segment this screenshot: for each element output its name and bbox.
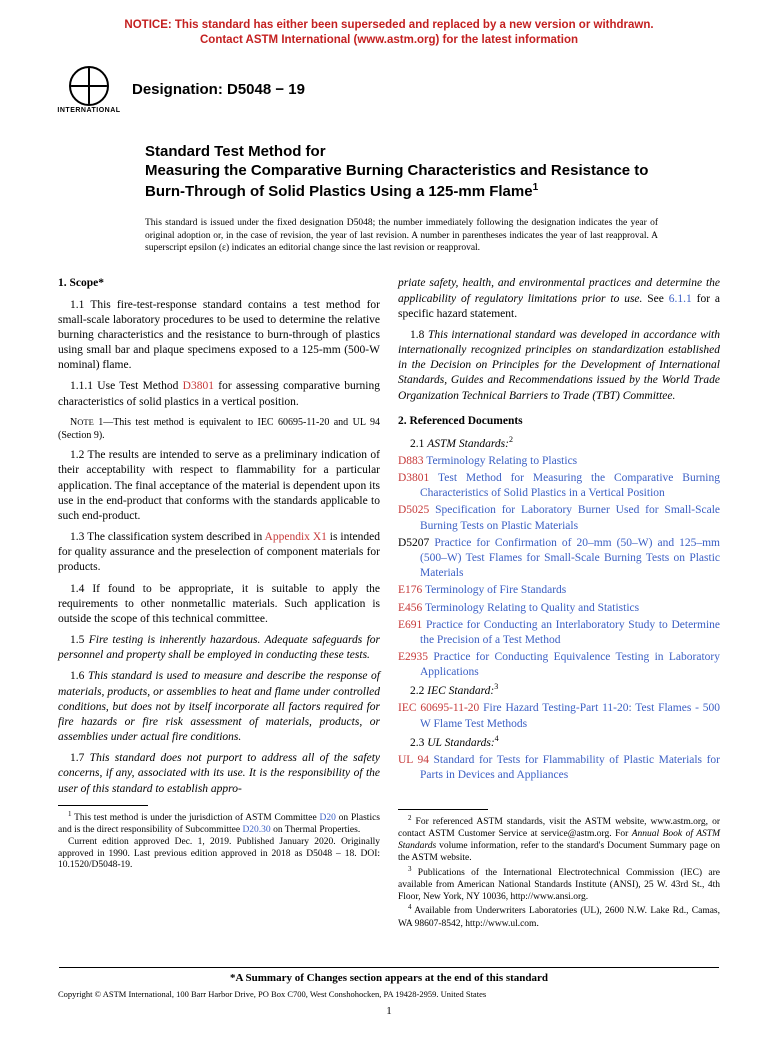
ref-e456: E456 Terminology Relating to Quality and… xyxy=(398,601,720,616)
ref-d883: D883 Terminology Relating to Plastics xyxy=(398,454,720,469)
link-6-1-1[interactable]: 6.1.1 xyxy=(669,293,692,305)
page-footer: *A Summary of Changes section appears at… xyxy=(0,967,778,1017)
two-column-body: 1. Scope* 1.1 This fire-test-response st… xyxy=(0,254,778,930)
notice-banner: NOTICE: This standard has either been su… xyxy=(0,0,778,48)
ref-d5207: D5207 Practice for Confirmation of 20–mm… xyxy=(398,536,720,582)
ref-iec: IEC 60695-11-20 Fire Hazard Testing-Part… xyxy=(398,701,720,731)
para-1-5: 1.5 Fire testing is inherently hazardous… xyxy=(58,633,380,663)
para-1-8-text: This international standard was develope… xyxy=(398,329,720,402)
astm-globe-icon xyxy=(69,66,109,106)
para-1-6-text: This standard is used to measure and des… xyxy=(58,670,380,743)
title-footnote-1: 1 xyxy=(533,182,539,193)
link-d20[interactable]: D20 xyxy=(320,813,336,823)
footnote-3: 3 Publications of the International Elec… xyxy=(398,865,720,904)
right-column: priate safety, health, and environmental… xyxy=(398,276,720,930)
link-e2935[interactable]: E2935 xyxy=(398,651,428,663)
astm-logo: INTERNATIONAL xyxy=(58,62,120,118)
para-1-6: 1.6 This standard is used to measure and… xyxy=(58,669,380,745)
ref-e2935: E2935 Practice for Conducting Equivalenc… xyxy=(398,650,720,680)
subsection-2-1: 2.1 ASTM Standards:2 xyxy=(398,435,720,452)
title-main-text: Measuring the Comparative Burning Charac… xyxy=(145,162,648,200)
para-1-5-text: Fire testing is inherently hazardous. Ad… xyxy=(58,634,380,661)
para-1-7: 1.7 This standard does not purport to ad… xyxy=(58,751,380,797)
link-d883[interactable]: D883 xyxy=(398,455,424,467)
footnote-1b: Current edition approved Dec. 1, 2019. P… xyxy=(58,837,380,873)
link-e691[interactable]: E691 xyxy=(398,619,422,631)
designation: Designation: D5048 − 19 xyxy=(132,81,305,98)
header-row: INTERNATIONAL Designation: D5048 − 19 xyxy=(0,48,778,118)
issuance-note: This standard is issued under the fixed … xyxy=(0,201,778,254)
link-iec-60695[interactable]: IEC 60695-11-20 xyxy=(398,702,479,714)
ref-e691: E691 Practice for Conducting an Interlab… xyxy=(398,618,720,648)
ref-e176: E176 Terminology of Fire Standards xyxy=(398,583,720,598)
para-1-3: 1.3 The classification system described … xyxy=(58,530,380,576)
para-1-1: 1.1 This fire-test-response standard con… xyxy=(58,298,380,374)
link-e456[interactable]: E456 xyxy=(398,602,422,614)
para-1-7-cont: priate safety, health, and environmental… xyxy=(398,276,720,322)
copyright-line: Copyright © ASTM International, 100 Barr… xyxy=(0,989,778,999)
notice-line-2: Contact ASTM International (www.astm.org… xyxy=(0,33,778,48)
para-1-1-1: 1.1.1 Use Test Method D3801 for assessin… xyxy=(58,379,380,409)
footnote-4: 4 Available from Underwriters Laboratori… xyxy=(398,903,720,930)
astm-logo-text: INTERNATIONAL xyxy=(57,107,120,114)
title-block: Standard Test Method for Measuring the C… xyxy=(0,118,778,202)
link-d3801-2[interactable]: D3801 xyxy=(398,472,429,484)
ref-ul94: UL 94 Standard for Tests for Flammabilit… xyxy=(398,753,720,783)
link-ul94[interactable]: UL 94 xyxy=(398,754,429,766)
section-1-heading: 1. Scope* xyxy=(58,276,380,291)
page-number: 1 xyxy=(0,1005,778,1017)
link-d5025[interactable]: D5025 xyxy=(398,504,429,516)
footnote-divider-left xyxy=(58,805,148,806)
section-2-heading: 2. Referenced Documents xyxy=(398,414,720,429)
ref-d5025: D5025 Specification for Laboratory Burne… xyxy=(398,503,720,533)
para-1-2: 1.2 The results are intended to serve as… xyxy=(58,448,380,524)
summary-of-changes: *A Summary of Changes section appears at… xyxy=(59,967,719,984)
left-column: 1. Scope* 1.1 This fire-test-response st… xyxy=(58,276,380,930)
footnote-1: 1 This test method is under the jurisdic… xyxy=(58,810,380,837)
link-d3801[interactable]: D3801 xyxy=(183,380,214,392)
title-main: Measuring the Comparative Burning Charac… xyxy=(145,161,658,201)
link-appendix-x1[interactable]: Appendix X1 xyxy=(265,531,327,543)
notice-line-1: NOTICE: This standard has either been su… xyxy=(0,18,778,33)
footnote-2: 2 For referenced ASTM standards, visit t… xyxy=(398,814,720,865)
link-e176[interactable]: E176 xyxy=(398,584,422,596)
title-prefix: Standard Test Method for xyxy=(145,142,658,162)
para-1-7-text: This standard does not purport to addres… xyxy=(58,752,380,794)
para-1-8: 1.8 This international standard was deve… xyxy=(398,328,720,404)
footnote-divider-right xyxy=(398,809,488,810)
subsection-2-2: 2.2 IEC Standard:3 xyxy=(398,682,720,699)
subsection-2-3: 2.3 UL Standards:4 xyxy=(398,734,720,751)
ref-d3801: D3801 Test Method for Measuring the Comp… xyxy=(398,471,720,501)
note-1: NOTE 1—This test method is equivalent to… xyxy=(58,416,380,442)
link-d20-30[interactable]: D20.30 xyxy=(242,825,270,835)
para-1-4: 1.4 If found to be appropriate, it is su… xyxy=(58,582,380,628)
